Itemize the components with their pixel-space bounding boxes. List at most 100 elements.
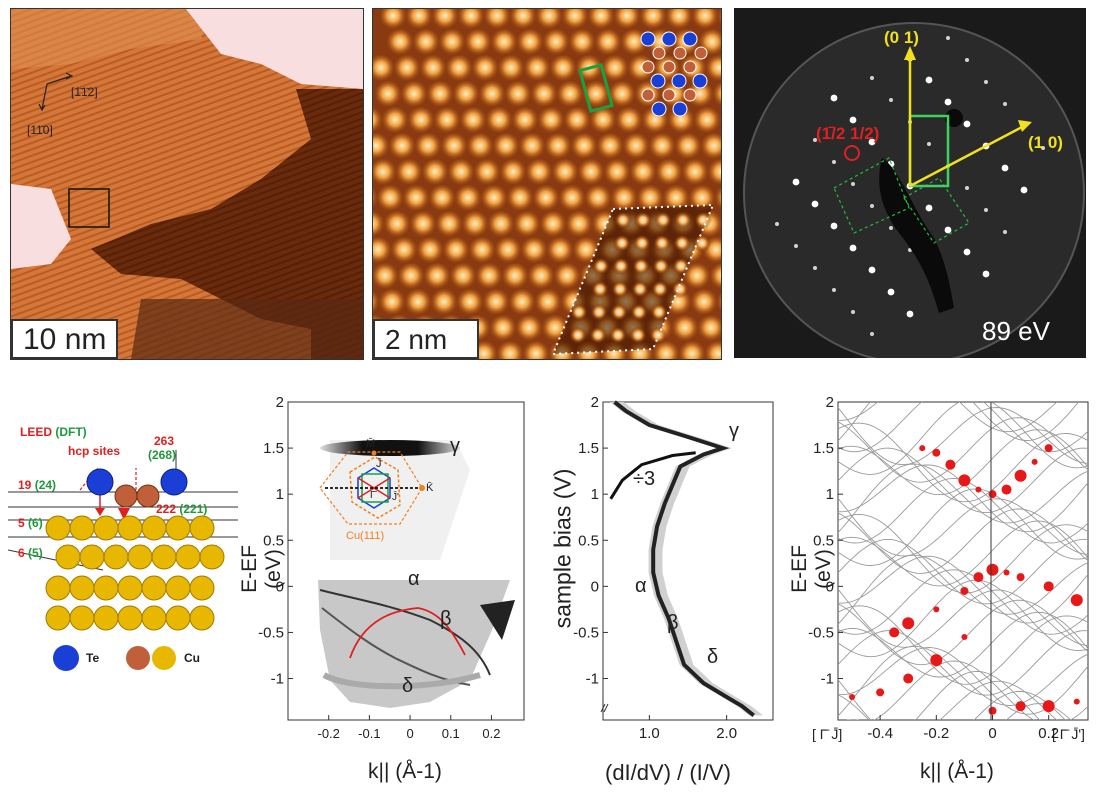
arpes-delta-label: δ bbox=[402, 675, 414, 697]
stm-atom bbox=[373, 55, 395, 83]
leed-spot bbox=[868, 266, 876, 274]
dft-weight-dot bbox=[1070, 594, 1083, 607]
stm-atom bbox=[373, 211, 385, 239]
stm-atom bbox=[532, 185, 560, 213]
leed-spot bbox=[868, 138, 876, 146]
stm-atom bbox=[421, 159, 449, 187]
cu-atom bbox=[45, 605, 71, 631]
stm-atom bbox=[466, 133, 494, 161]
y-tick-label: 1 bbox=[826, 486, 834, 503]
stm-atom-bright bbox=[632, 258, 650, 276]
stm-atom bbox=[535, 9, 563, 31]
stm-atom bbox=[449, 263, 477, 291]
stm-atom bbox=[697, 315, 721, 343]
dft-weight-dot bbox=[988, 490, 997, 499]
stm-atom bbox=[622, 133, 650, 161]
cu-atom bbox=[199, 544, 225, 570]
leed-spot bbox=[1020, 186, 1028, 194]
stm-atom bbox=[563, 107, 591, 135]
stm-atom bbox=[373, 133, 390, 161]
stm-atom bbox=[423, 263, 451, 291]
stm-atom bbox=[501, 263, 529, 291]
stm-atom bbox=[674, 133, 702, 161]
stm-atom bbox=[716, 292, 721, 314]
leed-spot bbox=[813, 266, 817, 270]
stm-atom bbox=[506, 185, 534, 213]
stm-atom-bright bbox=[649, 327, 667, 345]
stm-atom bbox=[613, 9, 641, 31]
stm-atom bbox=[373, 159, 397, 187]
y-tick-label: 0.5 bbox=[578, 532, 599, 549]
stm-atom bbox=[534, 289, 562, 317]
stm-atomic-image: 2 nm bbox=[372, 8, 722, 360]
stm-atom bbox=[373, 107, 383, 135]
stm-atom bbox=[709, 263, 721, 291]
sts-gamma-label: γ bbox=[729, 420, 739, 442]
y-tick-label: 1.5 bbox=[263, 440, 284, 457]
stm-atom bbox=[553, 263, 581, 291]
leed-spot bbox=[870, 204, 874, 208]
y-tick-label: -0.5 bbox=[573, 624, 599, 641]
arpes-ylabel: E-EF (eV) bbox=[240, 545, 285, 593]
stm-atom bbox=[636, 185, 664, 213]
stm-large-image: [1̄1̄2] [11̄0] 10 nm bbox=[10, 8, 364, 360]
stm-atom bbox=[671, 315, 699, 343]
atom-model-overlay bbox=[640, 31, 708, 117]
stm-atom-bright bbox=[589, 327, 607, 345]
model-leed-dft-header: LEED (DFT) bbox=[20, 425, 87, 439]
dft-band-line bbox=[915, 670, 1041, 720]
dft-band-line bbox=[838, 599, 1088, 666]
stm-atom bbox=[601, 55, 629, 83]
stm-atom-bright bbox=[629, 327, 647, 345]
stm-atom-bright bbox=[673, 235, 691, 253]
stm-atom bbox=[652, 341, 680, 359]
stm-atom bbox=[373, 188, 378, 210]
stm-atom bbox=[490, 29, 518, 57]
sts-main-curve bbox=[613, 400, 755, 717]
inset-J: J̄ bbox=[376, 458, 382, 470]
cu-atom bbox=[127, 544, 153, 570]
stm-atom bbox=[386, 29, 414, 57]
stm-atom bbox=[383, 211, 411, 239]
leed-spot bbox=[946, 36, 950, 40]
stm-atom bbox=[551, 159, 579, 187]
stm-atom bbox=[373, 237, 392, 265]
stm-atom bbox=[594, 29, 622, 57]
stm-atom bbox=[693, 107, 721, 135]
cu-atom bbox=[117, 515, 143, 541]
stm-atom bbox=[473, 159, 501, 187]
stm-atom bbox=[511, 107, 539, 135]
structure-svg bbox=[8, 450, 238, 671]
arpes-svg: 2 1.5 1 0.5 0 -0.5 -1 -0.2 -0.1 0 0.1 0.2 bbox=[258, 394, 525, 741]
leed-spot bbox=[811, 200, 819, 208]
stm-atom bbox=[373, 290, 380, 316]
stm-atom-bright bbox=[592, 258, 610, 276]
distance-2: 5 (6) bbox=[18, 516, 43, 530]
dft-weight-dot bbox=[960, 586, 969, 595]
stm-atom bbox=[516, 29, 544, 57]
dft-weight-dot bbox=[932, 448, 941, 457]
stm-atom bbox=[705, 55, 721, 83]
y-tick-label: -1 bbox=[586, 671, 599, 688]
cu-atom bbox=[79, 544, 105, 570]
sts-div-label: ÷3 bbox=[633, 468, 656, 490]
leed-spot bbox=[813, 138, 817, 142]
direction-label-a: [1̄1̄2] bbox=[71, 85, 98, 99]
stm-atom bbox=[400, 81, 428, 109]
dft-band-line bbox=[838, 417, 1088, 483]
sts-panel: 2 1.5 1 0.5 0 -0.5 -1 1.0 2.0 sample bias (V) (… bbox=[535, 390, 795, 800]
stm-atom bbox=[487, 211, 515, 239]
dft-weight-dot bbox=[849, 693, 856, 700]
stm-atom bbox=[608, 81, 636, 109]
spot-label-half: (1̄/2 1/2) bbox=[816, 124, 880, 143]
cu-atom bbox=[117, 575, 143, 601]
stm-atom bbox=[558, 185, 586, 213]
leed-spot bbox=[849, 116, 857, 124]
stm-atom-bright bbox=[633, 235, 651, 253]
leed-spot bbox=[965, 58, 969, 62]
stm-atom bbox=[395, 159, 423, 187]
leed-spot bbox=[906, 310, 914, 318]
stm-atom bbox=[379, 9, 407, 31]
stm-atom bbox=[681, 159, 709, 187]
stm-atom bbox=[527, 263, 555, 291]
